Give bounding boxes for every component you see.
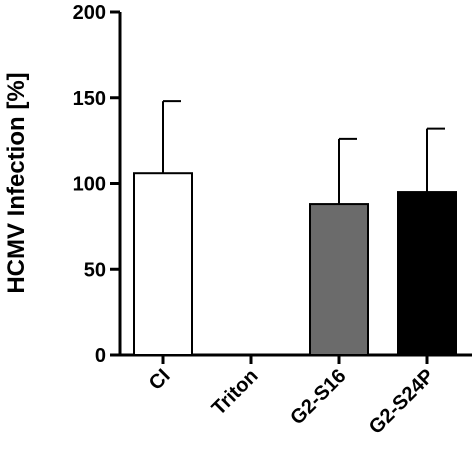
- y-tick-label: 200: [73, 2, 106, 24]
- error-bars: [162, 100, 445, 205]
- x-tick-label: CI: [145, 365, 175, 395]
- x-tick-label: G2-S24P: [365, 365, 439, 439]
- y-tick-label: 0: [95, 345, 106, 367]
- x-axis-labels: CI Triton G2-S16 G2-S24P: [145, 355, 439, 439]
- y-tick-label: 150: [73, 88, 106, 110]
- y-axis-ticks: 0 50 100 150 200: [73, 2, 120, 367]
- y-tick-label: 100: [73, 174, 106, 196]
- bar: [133, 172, 193, 356]
- bar: [397, 191, 457, 356]
- y-axis-title: HCMV Infection [%]: [3, 72, 30, 293]
- bar: [309, 203, 369, 356]
- bars: [133, 172, 457, 356]
- x-tick-label: G2-S16: [286, 365, 350, 429]
- x-tick-label: Triton: [208, 365, 263, 420]
- y-tick-label: 50: [84, 259, 106, 281]
